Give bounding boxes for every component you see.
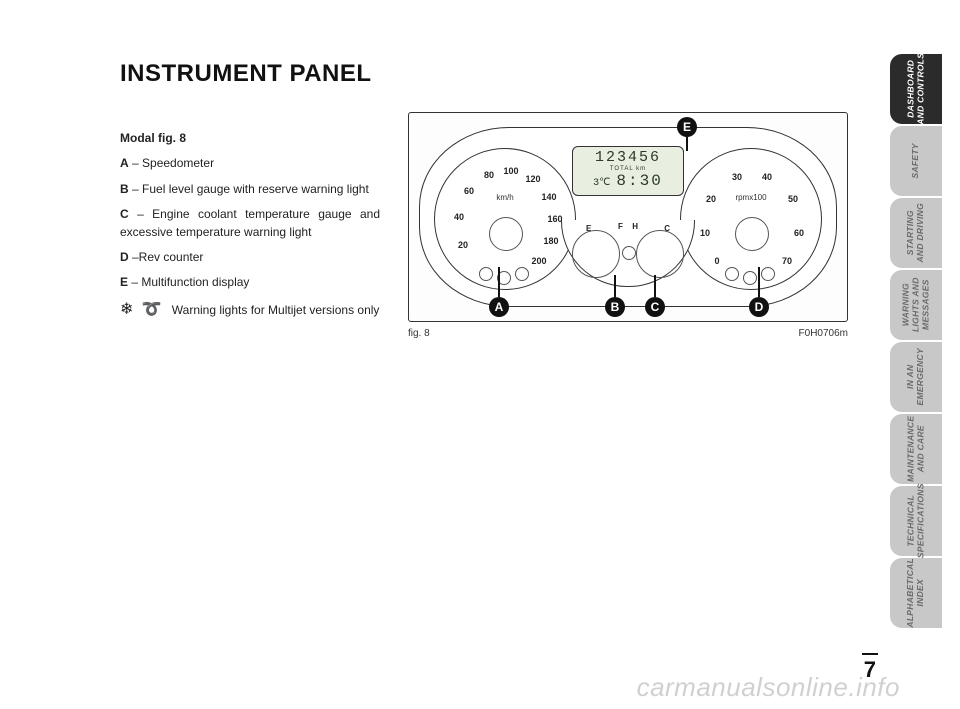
tab-label: TECHNICAL SPECIFICATIONS [906,484,926,559]
speedo-tick: 80 [484,170,494,180]
tab-warning-lights[interactable]: WARNING LIGHTS AND MESSAGES [890,270,942,340]
legend-item-a: A – Speedometer [120,155,380,172]
tab-label: STARTING AND DRIVING [906,203,926,263]
warning-icon [761,267,775,281]
speedo-tick: 200 [531,256,546,266]
speedo-tick: 20 [458,240,468,250]
marker-line [614,275,616,297]
speedo-tick: 40 [454,212,464,222]
page-title: INSTRUMENT PANEL [120,60,372,88]
tab-safety[interactable]: SAFETY [890,126,942,196]
fuel-gauge [572,230,620,278]
tab-technical-specs[interactable]: TECHNICAL SPECIFICATIONS [890,486,942,556]
marker-d: D [749,297,769,317]
note-text: Warning lights for Multijet versions onl… [172,302,380,319]
marker-e: E [677,117,697,137]
center-display-block: 123456 TOTAL km 3℃ 8:30 [572,146,684,196]
note-icons: ❄ ➰ [120,302,164,318]
speedo-tick: 140 [541,192,556,202]
legend-text: – Engine coolant temperature gauge and e… [120,207,380,238]
marker-b: B [605,297,625,317]
panel-frame: km/h 20 40 60 80 100 120 140 160 180 200 [408,112,848,322]
speedo-tick: 120 [525,174,540,184]
legend-item-e: E – Multifunction display [120,274,380,291]
fuel-temp-cluster: E F H C [561,220,695,287]
marker-line [686,137,688,151]
marker-line [654,275,656,297]
section-tabs: DASHBOARD AND CONTROLS SAFETY STARTING A… [890,54,942,630]
legend-lead: A [120,156,129,170]
legend-lead: C [120,207,129,221]
clock-value: 8:30 [616,172,662,190]
tab-starting-driving[interactable]: STARTING AND DRIVING [890,198,942,268]
marker-line [758,267,760,297]
tach-tick: 40 [762,172,772,182]
speedo-tick: 60 [464,186,474,196]
dial-hub [735,217,769,251]
tab-maintenance[interactable]: MAINTENANCE AND CARE [890,414,942,484]
legend-note: ❄ ➰ Warning lights for Multijet versions… [120,302,380,319]
watermark-text: carmanualsonline.info [637,672,900,703]
tab-label: IN AN EMERGENCY [906,348,926,406]
tach-tick: 30 [732,172,742,182]
multifunction-display: 123456 TOTAL km 3℃ 8:30 [572,146,684,196]
tab-label: ALPHABETICAL INDEX [906,558,926,628]
legend-text: – Fuel level gauge with reserve warning … [129,182,369,196]
speedo-tick: 180 [543,236,558,246]
legend-lead: B [120,182,129,196]
figure-label: fig. 8 [408,328,430,339]
marker-a: A [489,297,509,317]
tach-tick: 50 [788,194,798,204]
legend-lead: D [120,250,129,264]
warning-icon [743,271,757,285]
tab-label: WARNING LIGHTS AND MESSAGES [901,278,930,333]
warning-icon [515,267,529,281]
legend-text: – Multifunction display [128,275,249,289]
page-number-rule [862,653,878,655]
instrument-panel-figure: km/h 20 40 60 80 100 120 140 160 180 200 [408,112,848,339]
tach-tick: 60 [794,228,804,238]
warning-icon [622,246,636,260]
tab-emergency[interactable]: IN AN EMERGENCY [890,342,942,412]
legend-text: – Speedometer [129,156,214,170]
warning-icon [725,267,739,281]
legend-text: –Rev counter [129,250,204,264]
tach-tick: 10 [700,228,710,238]
tab-label: MAINTENANCE AND CARE [906,416,926,482]
legend-item-d: D –Rev counter [120,249,380,266]
tab-dashboard-controls[interactable]: DASHBOARD AND CONTROLS [890,54,942,124]
tab-label: SAFETY [911,143,921,178]
figure-caption: fig. 8 F0H0706m [408,328,848,339]
outside-temp: 3℃ [593,177,610,189]
tach-tick: 0 [714,256,719,266]
speedo-tick: 100 [503,166,518,176]
speedometer-dial: km/h 20 40 60 80 100 120 140 160 180 200 [434,148,576,290]
marker-c: C [645,297,665,317]
tach-tick: 20 [706,194,716,204]
coolant-temp-gauge [636,230,684,278]
marker-line [498,267,500,297]
dial-hub [489,217,523,251]
tach-tick: 70 [782,256,792,266]
gauge-cluster: km/h 20 40 60 80 100 120 140 160 180 200 [419,127,837,307]
temp-hot-label: H [632,222,638,231]
legend-item-c: C – Engine coolant temperature gauge and… [120,206,380,241]
tab-alphabetical-index[interactable]: ALPHABETICAL INDEX [890,558,942,628]
tab-label: DASHBOARD AND CONTROLS [906,53,926,125]
legend-subtitle: Modal fig. 8 [120,130,380,147]
legend-column: Modal fig. 8 A – Speedometer B – Fuel le… [120,130,380,319]
figure-code: F0H0706m [799,328,848,339]
legend-lead: E [120,275,128,289]
tach-unit: rpmx100 [681,193,821,202]
tachometer-dial: rpmx100 0 10 20 30 40 50 60 70 [680,148,822,290]
warning-icon [479,267,493,281]
legend-item-b: B – Fuel level gauge with reserve warnin… [120,181,380,198]
odometer-value: 123456 [573,147,683,166]
manual-page: INSTRUMENT PANEL Modal fig. 8 A – Speedo… [0,0,960,709]
fuel-full-label: F [618,222,623,231]
